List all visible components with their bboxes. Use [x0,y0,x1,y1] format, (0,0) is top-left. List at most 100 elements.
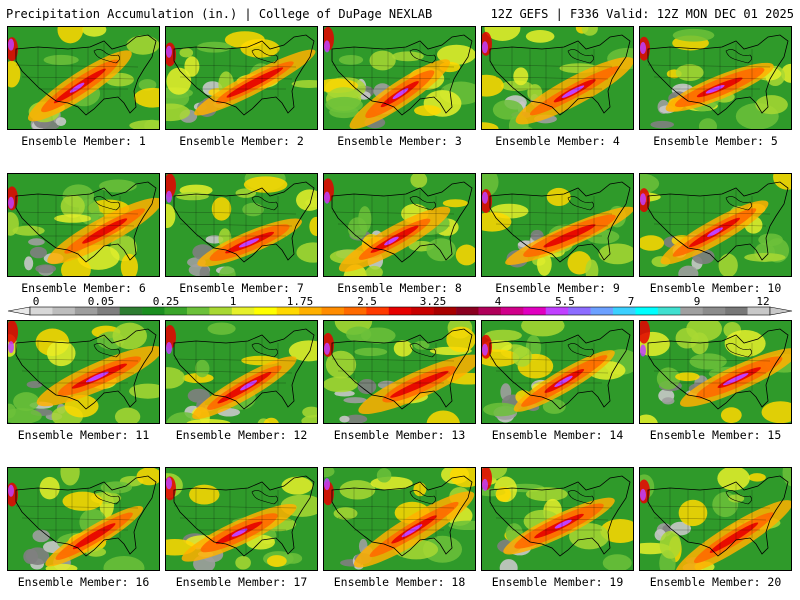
colorbar-tick-label: 5.5 [555,296,575,308]
colorbar-segment [299,307,322,315]
precip-map [639,173,792,277]
ensemble-member-label: Ensemble Member: 2 [179,134,304,148]
colorbar-segment [702,307,726,315]
colorbar-tick-label: 4 [495,296,502,308]
colorbar-tick-label: 0.25 [153,296,180,308]
precip-map-graphic [640,468,791,570]
precip-map-graphic [324,174,475,276]
colorbar-segment [613,307,636,315]
colorbar-segment [97,307,120,315]
colorbar-segment [433,307,457,315]
colorbar-segment [366,307,390,315]
ensemble-member-label: Ensemble Member: 4 [495,134,620,148]
colorbar-tick-label: 1 [230,296,237,308]
precip-map [7,173,160,277]
ensemble-member-label: Ensemble Member: 14 [491,428,624,442]
colorbar-segment [52,307,76,315]
colorbar-tick-label: 7 [628,296,635,308]
precip-map-graphic [166,468,317,570]
colorbar-segment [411,307,434,315]
colorbar-segment [478,307,502,315]
colorbar-segment [590,307,614,315]
precip-map [481,26,634,130]
precip-map-graphic [166,27,317,129]
ensemble-member-label: Ensemble Member: 6 [21,281,146,295]
colorbar-tick-label: 1.75 [287,296,314,308]
precip-map-graphic [8,174,159,276]
ensemble-member-label: Ensemble Member: 1 [21,134,146,148]
ensemble-member-label: Ensemble Member: 3 [337,134,462,148]
precip-map [165,320,318,424]
precip-map [323,467,476,571]
ensemble-member-label: Ensemble Member: 12 [175,428,308,442]
precip-map-graphic [166,321,317,423]
ensemble-member-label: Ensemble Member: 7 [179,281,304,295]
colorbar-segment [657,307,681,315]
ensemble-member-label: Ensemble Member: 9 [495,281,620,295]
colorbar-segment [164,307,188,315]
colorbar-segment [725,307,748,315]
ensemble-member-label: Ensemble Member: 13 [333,428,466,442]
colorbar-segment [254,307,277,315]
ensemble-member-label: Ensemble Member: 17 [175,575,308,589]
precip-map-graphic [324,321,475,423]
precip-map [165,467,318,571]
ensemble-member-label: Ensemble Member: 11 [17,428,150,442]
precip-colorbar: 0 0.05 0.25 1 1.75 2.5 3.25 4 5.5 7 9 12 [0,296,800,318]
colorbar-segment [635,307,659,315]
colorbar-segment [500,307,524,315]
ensemble-member-label: Ensemble Member: 15 [649,428,782,442]
precip-map-graphic [640,174,791,276]
precip-map-graphic [8,468,159,570]
precip-map [639,467,792,571]
precip-map [323,320,476,424]
precip-map [7,467,160,571]
colorbar-segment [568,307,591,315]
ensemble-member-label: Ensemble Member: 10 [649,281,782,295]
colorbar-segment [142,307,165,315]
colorbar-graphic: 0 0.05 0.25 1 1.75 2.5 3.25 4 5.5 7 9 12 [7,296,793,316]
precip-map [7,320,160,424]
colorbar-tick-label: 0.05 [88,296,115,308]
precip-map-graphic [482,468,633,570]
colorbar-segment [343,307,367,315]
colorbar-segment [747,307,771,315]
colorbar-segment [119,307,143,315]
ensemble-member-label: Ensemble Member: 5 [653,134,778,148]
colorbar-max-arrow [769,306,793,316]
ensemble-member-label: Ensemble Member: 18 [333,575,466,589]
colorbar-segment [456,307,479,315]
precip-map-graphic [482,321,633,423]
precip-map-graphic [482,174,633,276]
precip-map-graphic [324,468,475,570]
colorbar-tick-label: 2.5 [357,296,377,308]
precip-map [481,467,634,571]
colorbar-segment [30,307,53,315]
precip-map-graphic [8,321,159,423]
precip-map [323,26,476,130]
precip-map-graphic [640,321,791,423]
precip-map [165,26,318,130]
colorbar-segment [545,307,569,315]
precip-map-graphic [8,27,159,129]
precip-map [323,173,476,277]
colorbar-segment [680,307,704,315]
run-valid-time: 12Z GEFS | F336 Valid: 12Z MON DEC 01 20… [490,7,794,21]
colorbar-segment [523,307,547,315]
product-title: Precipitation Accumulation (in.) | Colle… [6,7,433,21]
colorbar-tick-label: 12 [756,296,769,308]
colorbar-segment [209,307,233,315]
precip-map [639,26,792,130]
precip-map [7,26,160,130]
ensemble-member-label: Ensemble Member: 8 [337,281,462,295]
colorbar-min-arrow [7,306,31,316]
precip-map [165,173,318,277]
colorbar-segment [276,307,300,315]
colorbar-segment [388,307,412,315]
precip-map [481,320,634,424]
precip-map [639,320,792,424]
colorbar-segment [231,307,255,315]
precip-map-graphic [324,27,475,129]
colorbar-segment [186,307,210,315]
